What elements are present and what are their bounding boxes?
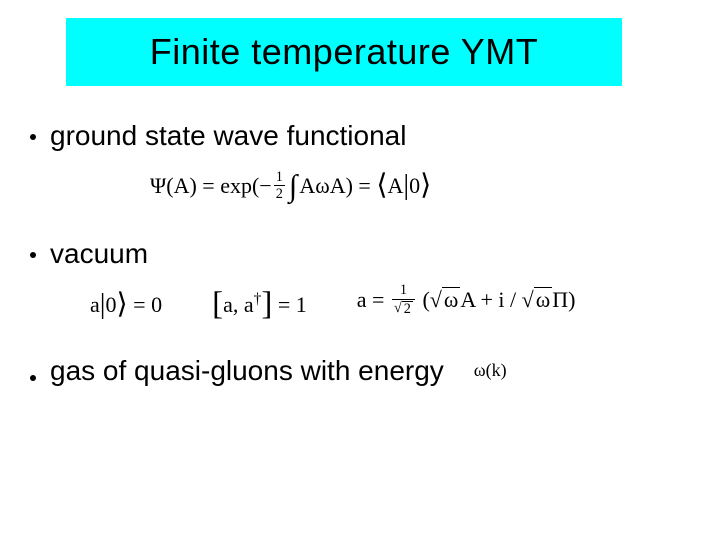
bullet-text: vacuum xyxy=(50,238,148,270)
bullet-row: gas of quasi-gluons with energy ω(k) xyxy=(30,355,690,387)
bullet-text: ground state wave functional xyxy=(50,120,406,152)
eq-row: a|0⟩ = 0 [a, a†] = 1 a = 1√2 (√ωA + i / … xyxy=(90,284,690,321)
eq-commutator: [a, a†] = 1 xyxy=(212,284,307,321)
slide-body: ground state wave functional Ψ(A) = exp(… xyxy=(30,120,690,395)
equation-psi: Ψ(A) = exp(−12∫AωA) = ⟨A|0⟩ xyxy=(150,166,690,204)
bullet-row: vacuum xyxy=(30,238,690,270)
slide-title: Finite temperature YMT xyxy=(150,31,538,73)
eq-a-ket-zero: a|0⟩ = 0 xyxy=(90,285,162,320)
eq-text: Ψ(A) = exp(−12∫AωA) = ⟨A|0⟩ xyxy=(150,173,431,198)
bullet-text: gas of quasi-gluons with energy xyxy=(50,355,444,387)
bullet-dot-icon xyxy=(30,134,36,140)
slide: Finite temperature YMT ground state wave… xyxy=(0,0,720,540)
bar-icon: | xyxy=(403,170,409,201)
equation-vacuum: a|0⟩ = 0 [a, a†] = 1 a = 1√2 (√ωA + i / … xyxy=(90,284,690,321)
equation-omega-k: ω(k) xyxy=(474,360,507,381)
bullet-dot-icon xyxy=(30,375,36,381)
bullet-row: ground state wave functional xyxy=(30,120,690,152)
title-box: Finite temperature YMT xyxy=(66,18,622,86)
integral-icon: ∫ xyxy=(289,169,297,203)
eq-a-defn: a = 1√2 (√ωA + i / √ωΠ) xyxy=(357,285,576,319)
bullet-dot-icon xyxy=(30,252,36,258)
langle-icon: ⟨ xyxy=(376,170,387,201)
rangle-icon: ⟩ xyxy=(420,170,431,201)
